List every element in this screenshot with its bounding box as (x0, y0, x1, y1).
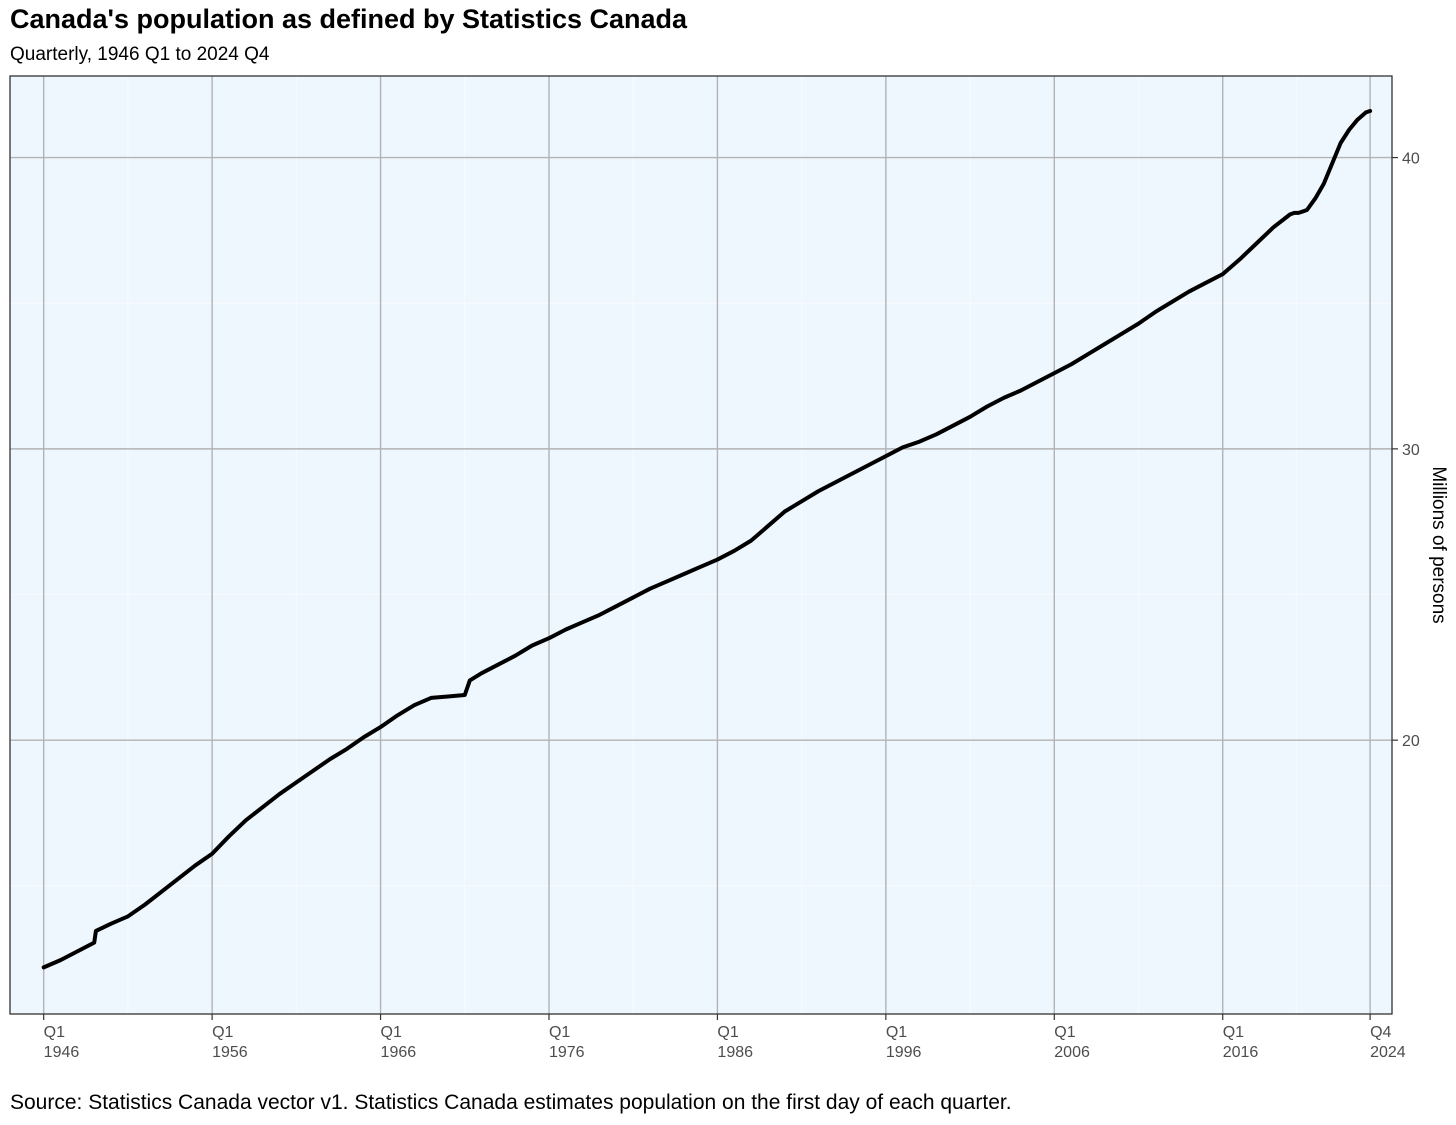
y-tick-label: 30 (1402, 442, 1420, 459)
x-tick-label-quarter: Q4 (1370, 1024, 1391, 1041)
x-tick-label-year: 1966 (381, 1044, 417, 1061)
x-tick-label-quarter: Q1 (717, 1024, 738, 1041)
x-tick-label-year: 2024 (1370, 1044, 1406, 1061)
x-tick-label-quarter: Q1 (886, 1024, 907, 1041)
x-tick-label-quarter: Q1 (1223, 1024, 1244, 1041)
y-tick-label: 40 (1402, 151, 1420, 168)
minor-gridlines-x (127, 76, 1298, 1014)
x-tick-label-year: 1946 (44, 1044, 80, 1061)
x-tick-label-quarter: Q1 (212, 1024, 233, 1041)
minor-gridlines-y (10, 302, 1392, 887)
major-gridlines-y (10, 156, 1392, 741)
x-tick-label-quarter: Q1 (44, 1024, 65, 1041)
x-tick-label-quarter: Q1 (1054, 1024, 1075, 1041)
x-tick-label-quarter: Q1 (381, 1024, 402, 1041)
chart-title: Canada's population as defined by Statis… (10, 4, 688, 34)
y-tick-label: 20 (1402, 733, 1420, 750)
population-series-line (41, 108, 1373, 970)
y-axis: 20 30 40 (1392, 151, 1420, 750)
x-axis: Q1 1946 Q1 1956 Q1 1966 Q1 1976 Q1 1986 Q1 1996 Q1 20… (43, 1014, 1406, 1061)
plot-panel-border (9, 75, 1393, 1015)
x-tick-label-year: 1976 (549, 1044, 585, 1061)
major-gridlines-x (42, 76, 1371, 1014)
x-tick-label-year: 1986 (717, 1044, 753, 1061)
plot-panel (10, 76, 1392, 1014)
chart-subtitle: Quarterly, 1946 Q1 to 2024 Q4 (10, 44, 270, 65)
x-tick-label-year: 2016 (1223, 1044, 1259, 1061)
x-tick-label-quarter: Q1 (549, 1024, 570, 1041)
x-tick-label-year: 1996 (886, 1044, 922, 1061)
x-tick-label-year: 1956 (212, 1044, 248, 1061)
y-axis-title: Millions of persons (1428, 466, 1449, 623)
x-tick-label-year: 2006 (1054, 1044, 1090, 1061)
chart-caption: Source: Statistics Canada vector v1. Sta… (10, 1091, 1012, 1114)
